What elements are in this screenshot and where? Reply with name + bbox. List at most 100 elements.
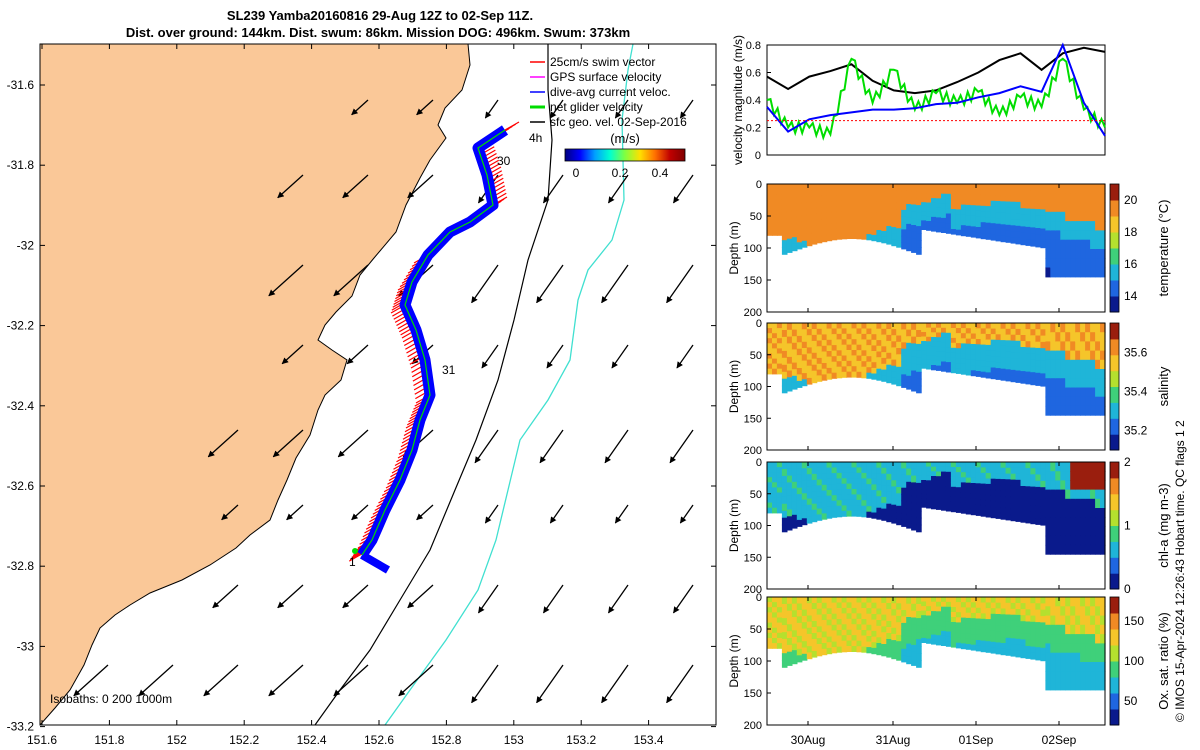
heat-cell: [906, 597, 912, 605]
heat-cell: [891, 233, 897, 240]
heat-cell: [1035, 323, 1041, 330]
heat-cell: [781, 618, 788, 626]
heat-cell: [911, 617, 917, 625]
heat-cell: [881, 346, 887, 353]
heat-cell: [772, 627, 778, 634]
heat-cell: [791, 342, 798, 350]
heat-cell: [926, 606, 932, 612]
heat-cell: [1035, 221, 1041, 229]
heat-cell: [995, 597, 1002, 604]
heat-cell: [1015, 473, 1022, 481]
heat-cell: [841, 184, 848, 191]
heat-cell: [1035, 354, 1041, 361]
heat-cell: [970, 483, 977, 489]
heat-cell: [975, 510, 982, 516]
heat-cell: [985, 323, 992, 330]
heat-cell: [950, 189, 957, 195]
heat-cell: [941, 476, 947, 482]
heat-cell: [965, 493, 972, 499]
heat-cell: [990, 350, 997, 357]
heat-cell: [985, 478, 992, 485]
heat-cell: [821, 334, 828, 341]
heat-cell: [926, 620, 932, 626]
heat-cell: [886, 184, 892, 191]
heat-cell: [1100, 378, 1106, 388]
heat-cell: [1050, 624, 1056, 635]
map-colorbar-tick-2: 0.4: [652, 166, 669, 180]
heat-cell: [916, 639, 922, 647]
heat-cell: [1080, 249, 1086, 259]
heat-cell: [821, 363, 828, 370]
heat-cell: [1070, 249, 1076, 259]
heat-cell: [990, 512, 997, 519]
heat-cell: [1020, 232, 1027, 240]
heat-cell: [781, 517, 788, 526]
velocity-arrow: [398, 664, 434, 697]
heat-cell: [1030, 517, 1036, 525]
heat-cell: [990, 223, 997, 230]
heat-cell: [1085, 462, 1091, 472]
heat-cell: [1040, 609, 1046, 617]
heat-cell: [1095, 662, 1101, 672]
heat-cell: [916, 219, 922, 227]
heat-cell: [906, 462, 912, 470]
heat-cell: [906, 508, 912, 516]
heat-cell: [995, 351, 1002, 358]
heat-cell: [941, 222, 947, 229]
heat-cell: [970, 210, 977, 217]
heat-cell: [1000, 235, 1007, 243]
heat-cell: [1070, 462, 1076, 472]
heat-cell: [861, 494, 867, 501]
heat-cell: [876, 351, 882, 358]
heat-cell: [1020, 480, 1027, 487]
heat-cell: [965, 189, 972, 195]
lat-tick-label: -32.4: [7, 399, 35, 413]
heat-cell: [1095, 267, 1101, 278]
heat-cell: [772, 368, 778, 375]
velocity-arrow: [669, 429, 694, 464]
heat-cell: [776, 358, 783, 365]
heat-cell: [836, 646, 843, 653]
heat-cell: [1025, 621, 1032, 629]
heat-cell: [851, 467, 858, 474]
heat-cell: [1000, 328, 1007, 335]
heat-cell: [926, 462, 932, 468]
oxygen-cbar-tick: 150: [1124, 614, 1144, 628]
heat-cell: [975, 607, 982, 614]
heat-cell: [1080, 544, 1086, 555]
heat-cell: [796, 184, 803, 192]
heat-cell: [1070, 369, 1076, 379]
heat-cell: [980, 597, 987, 604]
heat-cell: [1080, 258, 1086, 269]
heat-cell: [1005, 649, 1012, 656]
heat-cell: [806, 462, 813, 469]
heat-cell: [1050, 221, 1056, 231]
heat-cell: [886, 515, 892, 523]
heat-cell: [901, 487, 907, 495]
heat-cell: [1020, 516, 1027, 523]
heat-cell: [1055, 396, 1061, 407]
heat-cell: [945, 198, 952, 205]
heat-cell: [911, 184, 917, 192]
heat-cell: [821, 195, 828, 202]
heat-cell: [1085, 230, 1091, 241]
heat-cell: [911, 597, 917, 605]
heat-cell: [861, 462, 867, 469]
heat-cell: [1060, 369, 1066, 379]
heat-cell: [901, 374, 907, 382]
heat-cell: [876, 467, 882, 474]
heat-cell: [791, 617, 798, 625]
heat-cell: [1095, 471, 1101, 481]
heat-cell: [806, 504, 813, 512]
heat-cell: [1065, 258, 1071, 269]
heat-cell: [776, 184, 783, 190]
heat-cell: [781, 226, 788, 234]
heat-cell: [970, 597, 977, 603]
heat-cell: [767, 338, 773, 344]
heat-cell: [821, 323, 828, 330]
lat-tick-label: -32: [17, 238, 35, 252]
heat-cell: [945, 362, 952, 368]
heat-cell: [941, 337, 947, 343]
heat-cell: [861, 233, 867, 240]
